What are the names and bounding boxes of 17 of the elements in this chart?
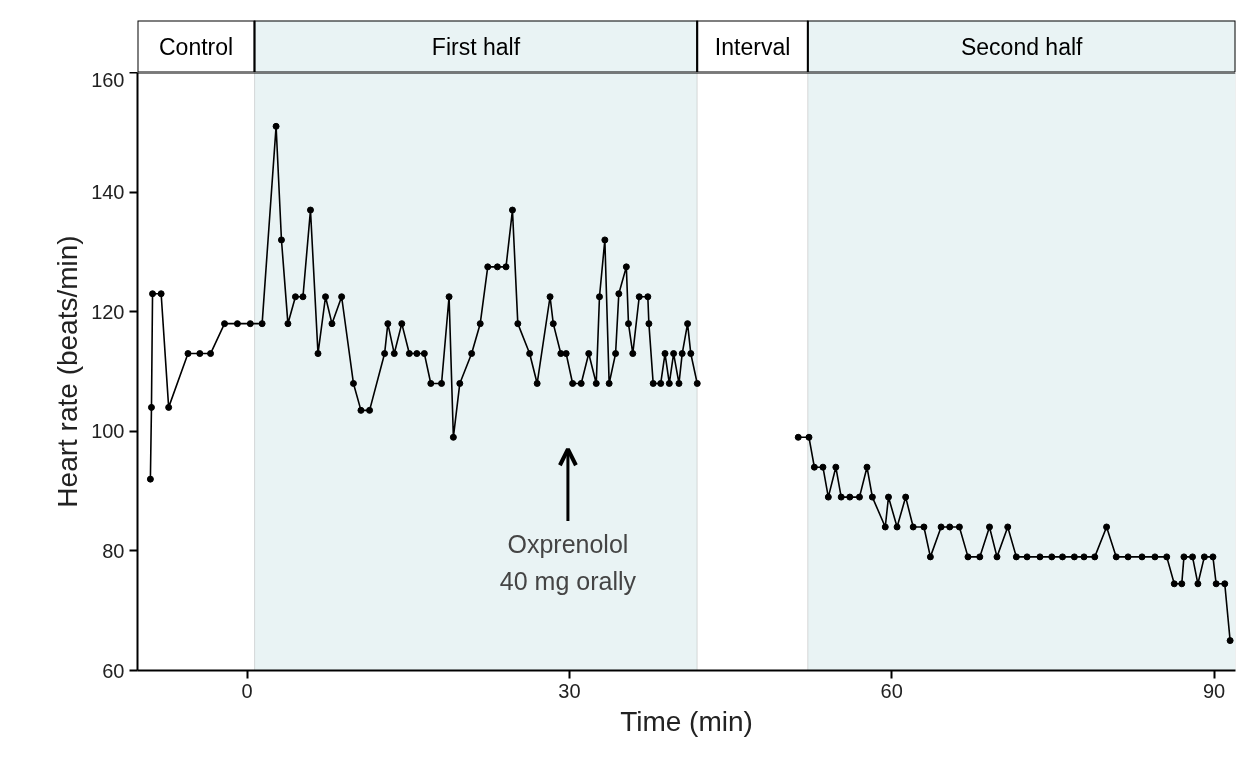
y-tick-label: 80: [102, 539, 125, 562]
y-tick-label: 60: [102, 659, 125, 682]
y-tick-label: 120: [91, 300, 125, 323]
band-label: Control: [158, 33, 234, 60]
y-tick-label: 140: [91, 181, 125, 204]
x-tick-label: 0: [241, 679, 253, 702]
x-tick-label: 90: [1202, 679, 1226, 702]
band-label: Second half: [960, 33, 1084, 60]
y-axis-title: Heart rate (beats/min): [52, 235, 84, 508]
x-tick-label: 60: [880, 679, 903, 702]
y-tick-label: 100: [91, 420, 125, 443]
x-tick-label: 30: [558, 679, 581, 702]
band-label: Interval: [714, 33, 791, 60]
y-tick-label: 160: [91, 68, 125, 91]
band-label: First half: [431, 33, 521, 60]
x-axis-title: Time (min): [620, 705, 753, 737]
annotation: Oxprenolol 40 mg orally: [499, 529, 637, 596]
